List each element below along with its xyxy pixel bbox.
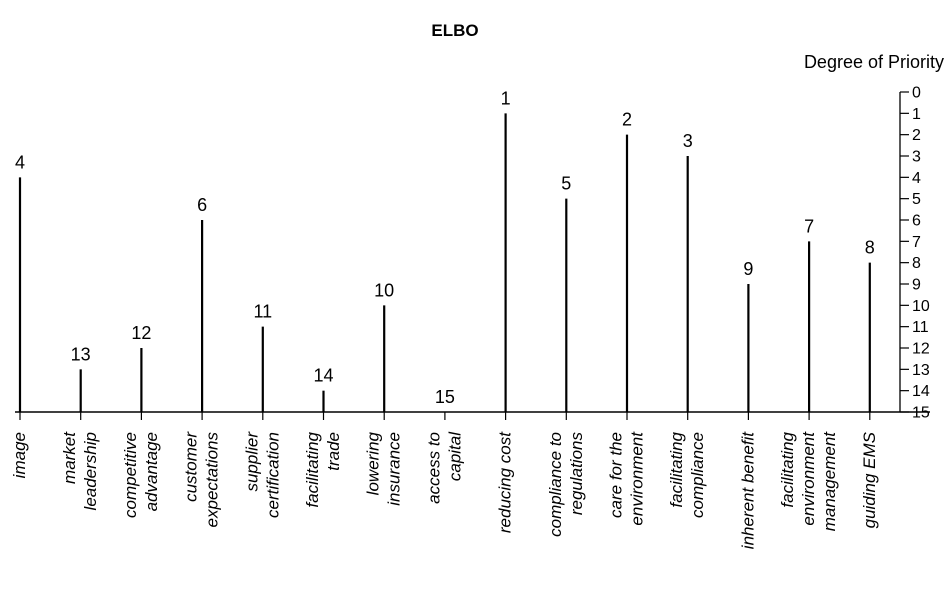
y-tick-label: 0 [912, 85, 921, 102]
category-label-line: management [820, 431, 839, 532]
data-label: 6 [197, 195, 207, 215]
category-label-line: facilitating [667, 431, 686, 507]
data-label: 5 [561, 174, 571, 194]
y-tick-label: 8 [912, 255, 921, 272]
data-label: 9 [743, 259, 753, 279]
data-label: 8 [865, 238, 875, 258]
data-label: 11 [253, 302, 272, 322]
category-label: customer expectations [182, 431, 222, 528]
category-label-line: capital [445, 431, 464, 481]
category-label-line: competitive [121, 432, 140, 518]
data-label: 7 [804, 216, 814, 236]
category-label: facilitating environment management [778, 431, 839, 532]
y-tick-label: 12 [912, 341, 930, 358]
category-label: compliance to regulations [546, 432, 586, 537]
y-tick-label: 10 [912, 298, 930, 315]
y-tick-label: 4 [912, 170, 921, 187]
category-label: market leadership [60, 431, 100, 511]
category-label-line: regulations [567, 432, 586, 516]
category-label-line: access to [424, 432, 443, 504]
y-tick-label: 3 [912, 149, 921, 166]
category-label: reducing cost [496, 431, 515, 533]
category-label-line: lowering [364, 431, 383, 495]
x-ticks [19, 412, 871, 420]
category-label: guiding EMS [860, 431, 879, 528]
y-axis-label: Degree of Priority [804, 52, 944, 72]
category-label-line: leadership [81, 432, 100, 510]
y-tick-label: 1 [912, 106, 921, 123]
chart-title: ELBO [431, 21, 478, 40]
y-tick-label: 7 [912, 234, 921, 251]
y-tick-label: 6 [912, 213, 921, 230]
category-label: care for the environment [607, 431, 647, 526]
category-label-line: environment [628, 431, 647, 526]
category-label-line: compliance [688, 432, 707, 518]
category-label: inherent benefit [738, 431, 757, 549]
category-label: supplier certification [242, 431, 282, 518]
data-label: 10 [374, 280, 394, 300]
data-label: 15 [435, 387, 455, 407]
category-label: competitive advantage [121, 432, 161, 518]
y-tick-label: 15 [912, 405, 930, 422]
category-label-line: supplier [242, 431, 261, 492]
category-label: access to capital [424, 431, 464, 504]
category-label-line: care for the [607, 432, 626, 518]
category-label-line: environment [799, 431, 818, 526]
data-label: 13 [71, 344, 91, 364]
y-tick-label: 2 [912, 127, 921, 144]
category-label-line: facilitating [778, 431, 797, 507]
category-label: image [10, 432, 29, 478]
data-label: 12 [131, 323, 151, 343]
category-label-line: reducing cost [496, 431, 515, 533]
category-label-line: facilitating [303, 431, 322, 507]
category-label: facilitating trade [303, 431, 343, 507]
category-label-line: trade [324, 432, 343, 471]
data-label: 2 [622, 110, 632, 130]
category-label-line: insurance [385, 432, 404, 506]
y-tick-label: 5 [912, 191, 921, 208]
y-tick-label: 13 [912, 362, 930, 379]
category-label-line: guiding EMS [860, 431, 879, 528]
category-label-line: inherent benefit [738, 431, 757, 549]
category-label-line: compliance to [546, 432, 565, 537]
category-label-line: certification [263, 432, 282, 518]
category-label-line: market [60, 431, 79, 484]
data-label: 3 [683, 131, 693, 151]
category-label-line: image [10, 432, 29, 478]
y-tick-label: 11 [912, 319, 929, 336]
y-tick-label: 9 [912, 277, 921, 294]
category-label-line: expectations [203, 432, 222, 528]
data-label: 4 [15, 152, 25, 172]
y-tick-label: 14 [912, 383, 930, 400]
category-label: lowering insurance [364, 431, 404, 505]
category-label-line: customer [182, 431, 201, 502]
category-label-line: advantage [142, 432, 161, 511]
data-label: 14 [313, 366, 333, 386]
category-label: facilitating compliance [667, 431, 707, 518]
bars [18, 113, 871, 412]
data-label: 1 [501, 88, 511, 108]
category-labels: image market leadership competitive advantag… [10, 431, 879, 550]
